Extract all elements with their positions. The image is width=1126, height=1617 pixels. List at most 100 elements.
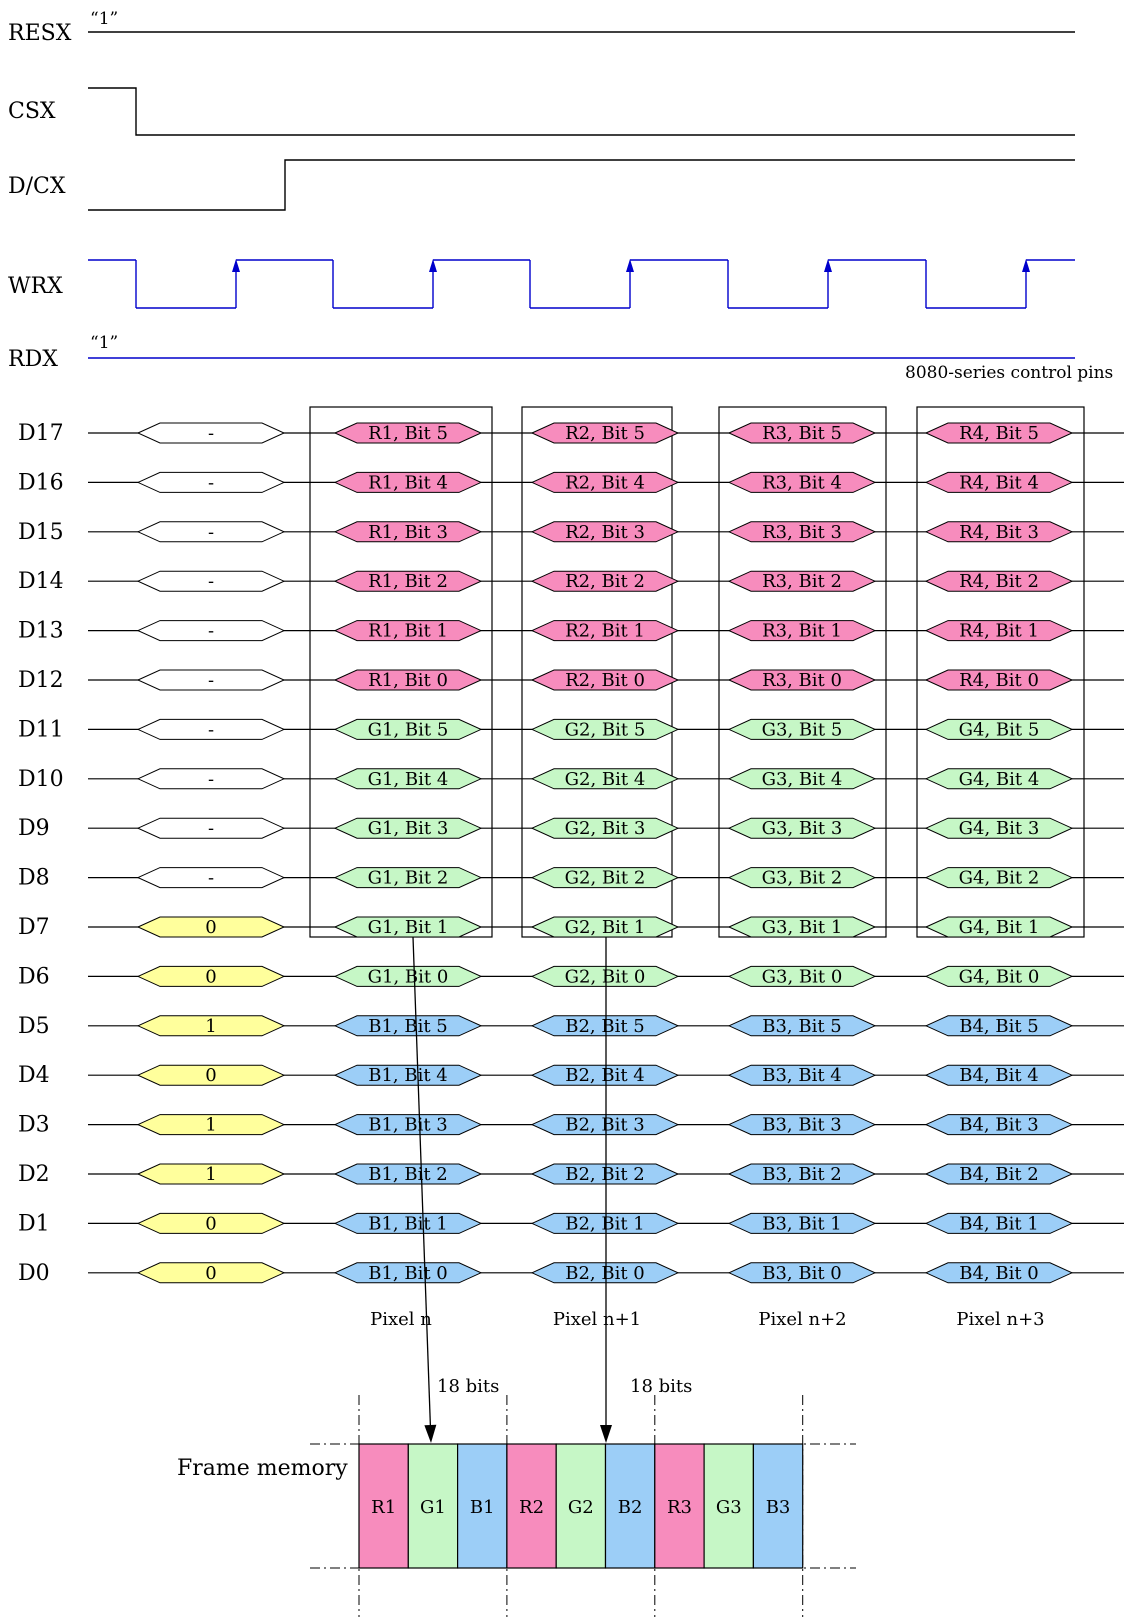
pixel-bit-text: R3, Bit 1	[762, 621, 842, 642]
pixel-bit-cell	[924, 867, 1074, 889]
command-cell-text: -	[208, 522, 214, 543]
pixel-bit-cell	[727, 1163, 877, 1185]
memory-cell-text: G3	[716, 1497, 742, 1518]
pixel-bit-cell	[924, 620, 1074, 642]
pixel-bit-text: G4, Bit 0	[959, 966, 1040, 987]
memory-cell	[654, 1443, 705, 1569]
pixel-bit-cell	[530, 867, 680, 889]
pixel-bit-cell	[727, 718, 877, 740]
pixel-label: Pixel n+3	[956, 1309, 1044, 1330]
data-line-label: D3	[18, 1113, 50, 1138]
pixel-bit-text: R4, Bit 2	[959, 571, 1039, 592]
command-cell	[136, 620, 286, 642]
pixel-bit-cell	[727, 916, 877, 938]
pixel-bit-cell	[924, 1163, 1074, 1185]
pixel-bit-text: B2, Bit 5	[565, 1016, 645, 1037]
pixel-bit-text: B3, Bit 5	[762, 1016, 842, 1037]
data-line-label: D16	[18, 470, 64, 495]
pixel-bit-text: R2, Bit 0	[565, 670, 645, 691]
pixel-bit-text: B3, Bit 3	[762, 1115, 842, 1136]
pixel-bit-cell	[333, 1015, 483, 1037]
command-cell	[136, 867, 286, 889]
pixel-bit-cell	[530, 620, 680, 642]
pixel-bit-text: B2, Bit 3	[565, 1115, 645, 1136]
memory-cell	[703, 1443, 754, 1569]
signal-label: WRX	[8, 274, 63, 299]
pixel-bit-cell	[333, 570, 483, 592]
pixel-bit-cell	[530, 916, 680, 938]
command-cell-text: 1	[205, 1164, 216, 1185]
pixel-bit-cell	[333, 521, 483, 543]
command-cell	[136, 521, 286, 543]
pixel-bit-cell	[530, 471, 680, 493]
pixel-bit-text: G2, Bit 0	[565, 966, 646, 987]
command-cell-text: -	[208, 472, 214, 493]
data-line-label: D6	[18, 964, 50, 989]
data-line-label: D13	[18, 619, 64, 644]
pixel-bit-text: R4, Bit 1	[959, 621, 1039, 642]
pixel-bit-text: B4, Bit 3	[959, 1115, 1039, 1136]
pixel-bit-cell	[727, 521, 877, 543]
pixel-bit-cell	[333, 718, 483, 740]
command-cell-text: -	[208, 719, 214, 740]
pixel-bit-cell	[924, 768, 1074, 790]
data-line-label: D10	[18, 767, 64, 792]
pixel-bit-cell	[333, 1064, 483, 1086]
control-pins-caption: 8080-series control pins	[905, 363, 1113, 383]
pixel-bit-cell	[727, 471, 877, 493]
pixel-bit-text: B4, Bit 2	[959, 1164, 1039, 1185]
memory-cell-text: B2	[618, 1497, 643, 1518]
pixel-bit-cell	[333, 1114, 483, 1136]
pixel-bit-text: G1, Bit 3	[368, 818, 449, 839]
pixel-bit-cell	[924, 1015, 1074, 1037]
command-cell	[136, 570, 286, 592]
pixel-bit-cell	[530, 1015, 680, 1037]
data-line-label: D15	[18, 520, 64, 545]
pixel-bit-cell	[727, 570, 877, 592]
pixel-bit-text: B3, Bit 0	[762, 1263, 842, 1284]
pixel-bit-text: G4, Bit 4	[959, 769, 1040, 790]
pixel-bit-cell	[924, 1212, 1074, 1234]
pixel-bit-cell	[924, 570, 1074, 592]
pixel-bit-text: B3, Bit 4	[762, 1065, 842, 1086]
data-line-label: D5	[18, 1014, 50, 1039]
pixel-bit-text: G1, Bit 1	[368, 917, 449, 938]
pixel-bit-text: B2, Bit 2	[565, 1164, 645, 1185]
pixel-bit-cell	[530, 669, 680, 691]
pixel-bit-text: B3, Bit 2	[762, 1164, 842, 1185]
frame-memory-label: Frame memory	[177, 1456, 348, 1481]
pixel-bit-cell	[333, 867, 483, 889]
pixel-bit-cell	[924, 1114, 1074, 1136]
pixel-bit-cell	[333, 471, 483, 493]
command-cell-text: -	[208, 670, 214, 691]
data-line-label: D12	[18, 668, 64, 693]
memory-cell	[604, 1443, 656, 1569]
memory-cell	[358, 1443, 409, 1569]
pixel-bit-cell	[333, 1163, 483, 1185]
data-line-label: D1	[18, 1211, 50, 1236]
command-cell-text: -	[208, 621, 214, 642]
pixel-bit-text: R3, Bit 3	[762, 522, 842, 543]
command-cell-text: -	[208, 423, 214, 444]
pixel-bit-text: B4, Bit 4	[959, 1065, 1039, 1086]
memory-cell-text: R3	[667, 1497, 692, 1518]
command-cell	[136, 422, 286, 444]
memory-cell-text: G2	[568, 1497, 594, 1518]
pixel-bit-cell	[727, 1064, 877, 1086]
command-cell	[136, 916, 286, 938]
command-cell-text: 1	[205, 1115, 216, 1136]
wrx-rising-edge-arrow	[626, 259, 634, 272]
memory-cell-text: R1	[371, 1497, 396, 1518]
pixel-bit-text: B4, Bit 1	[959, 1213, 1039, 1234]
memory-cell-text: G1	[420, 1497, 446, 1518]
pixel-bit-cell	[924, 718, 1074, 740]
command-cell	[136, 471, 286, 493]
pixel-bit-text: B1, Bit 3	[368, 1115, 448, 1136]
pixel-label: Pixel n+1	[553, 1309, 641, 1330]
pixel-bit-text: G3, Bit 2	[762, 868, 843, 889]
pixel-bit-cell	[530, 1114, 680, 1136]
transfer-arrow-label: 18 bits	[630, 1376, 692, 1397]
pixel-bit-text: B4, Bit 5	[959, 1016, 1039, 1037]
pixel-bit-text: B3, Bit 1	[762, 1213, 842, 1234]
